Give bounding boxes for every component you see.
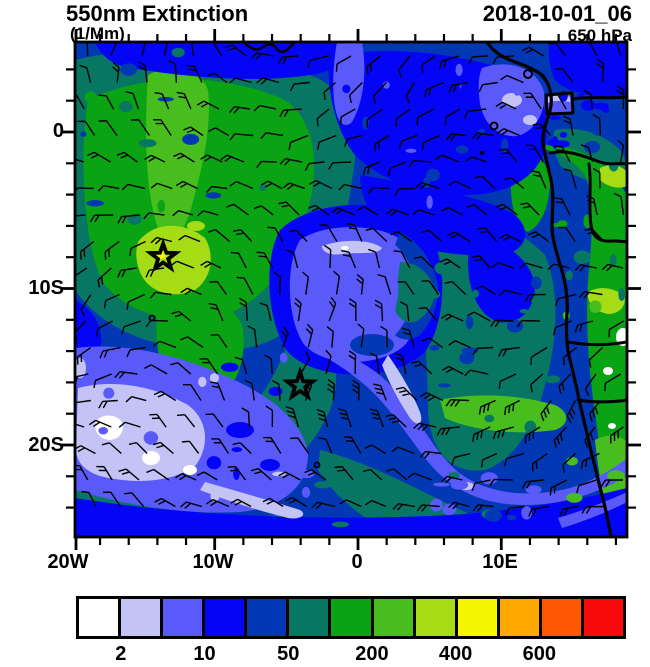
colorbar-tick-label: 10: [193, 643, 216, 665]
extinction-contour-regions: [75, 42, 627, 537]
plot-datetime: 2018-10-01_06: [482, 1, 632, 26]
plot-units: (1/Mm): [70, 24, 125, 43]
axis-ticks: [61, 29, 641, 550]
coastline-africa: [485, 42, 613, 537]
country-borders: [544, 91, 627, 404]
island-outlines: [148, 69, 533, 469]
y-tick-label-20s: 20S: [28, 434, 64, 456]
colorbar-cell: [415, 599, 458, 636]
colorbar: [76, 596, 626, 639]
x-tick-label-10w: 10W: [192, 551, 234, 573]
x-tick-label-0: 0: [351, 551, 363, 573]
colorbar-cell: [79, 599, 122, 636]
colorbar-cell: [499, 599, 542, 636]
colorbar-cell: [289, 599, 332, 636]
extinction-map: [61, 29, 641, 550]
colorbar-tick-label: 200: [355, 643, 389, 665]
colorbar-cell: [247, 599, 290, 636]
colorbar-tick-label: 400: [438, 643, 473, 665]
colorbar-cell: [457, 599, 500, 636]
plot-title: 550nm Extinction: [66, 1, 249, 26]
colorbar-cell: [121, 599, 164, 636]
map-field: [75, 42, 627, 537]
colorbar-cell: [583, 599, 624, 636]
x-tick-label-20w: 20W: [47, 551, 89, 573]
y-tick-label-0: 0: [52, 120, 64, 142]
wind-barbs: [75, 42, 625, 517]
colorbar-cell: [373, 599, 416, 636]
colorbar-cell: [163, 599, 206, 636]
site-markers: [144, 237, 319, 402]
colorbar-tick-label: 600: [522, 643, 556, 665]
site-star-west: [144, 237, 182, 273]
colorbar-cell: [205, 599, 248, 636]
site-star-east: [281, 366, 319, 402]
colorbar-tick-label: 50: [277, 643, 300, 665]
colorbar-cell: [331, 599, 374, 636]
y-tick-label-10s: 10S: [28, 277, 64, 299]
coastline-guinea: [244, 42, 295, 54]
colorbar-cell: [541, 599, 584, 636]
colorbar-tick-label: 2: [115, 643, 127, 665]
field-texture: [80, 47, 625, 528]
x-tick-label-10e: 10E: [482, 551, 518, 573]
coastlines-and-borders: [148, 42, 627, 537]
